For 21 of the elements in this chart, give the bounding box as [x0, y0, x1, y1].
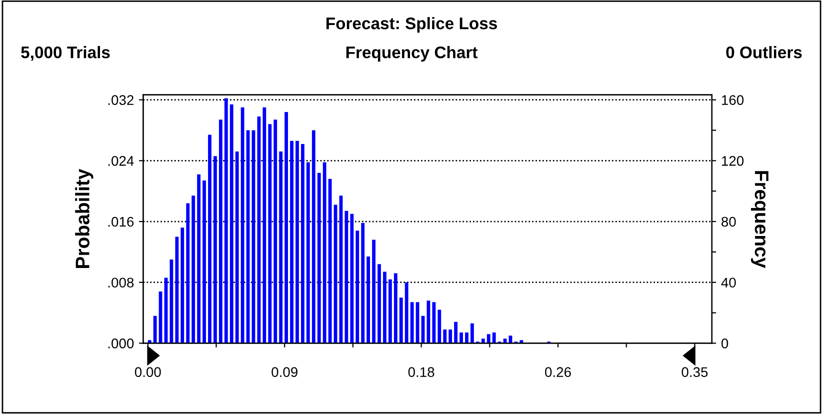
chart-subtitle: Frequency Chart: [346, 46, 478, 62]
x-tick-label: 0.26: [545, 367, 571, 378]
x-tick-label: 0.00: [134, 367, 161, 378]
y2-tick-label: 40: [721, 278, 736, 288]
y2-tick-label: 80: [722, 216, 736, 227]
y2-tick-label: 120: [722, 156, 744, 166]
y-tick-label: .024: [108, 156, 134, 166]
text: 5,000 Trials: [21, 46, 110, 61]
x-tick-label: 0.18: [408, 367, 434, 378]
y-tick-label: .000: [108, 338, 134, 348]
text: 0 Outliers: [726, 46, 802, 58]
y2-tick-label: 0: [721, 338, 728, 348]
y-tick-label: .008: [108, 278, 134, 288]
x-tick-label: 0.35: [682, 367, 708, 378]
y-tick-label: .016: [108, 216, 134, 227]
chart-title: Forecast: Splice Loss: [326, 17, 497, 33]
y-axis-title: Probability: [75, 168, 94, 268]
y-tick-label: .032: [108, 95, 134, 105]
x-tick-label: 0.09: [272, 367, 298, 378]
y2-tick-label: 160: [722, 95, 744, 105]
y2-axis-title: Frequency: [750, 171, 768, 268]
